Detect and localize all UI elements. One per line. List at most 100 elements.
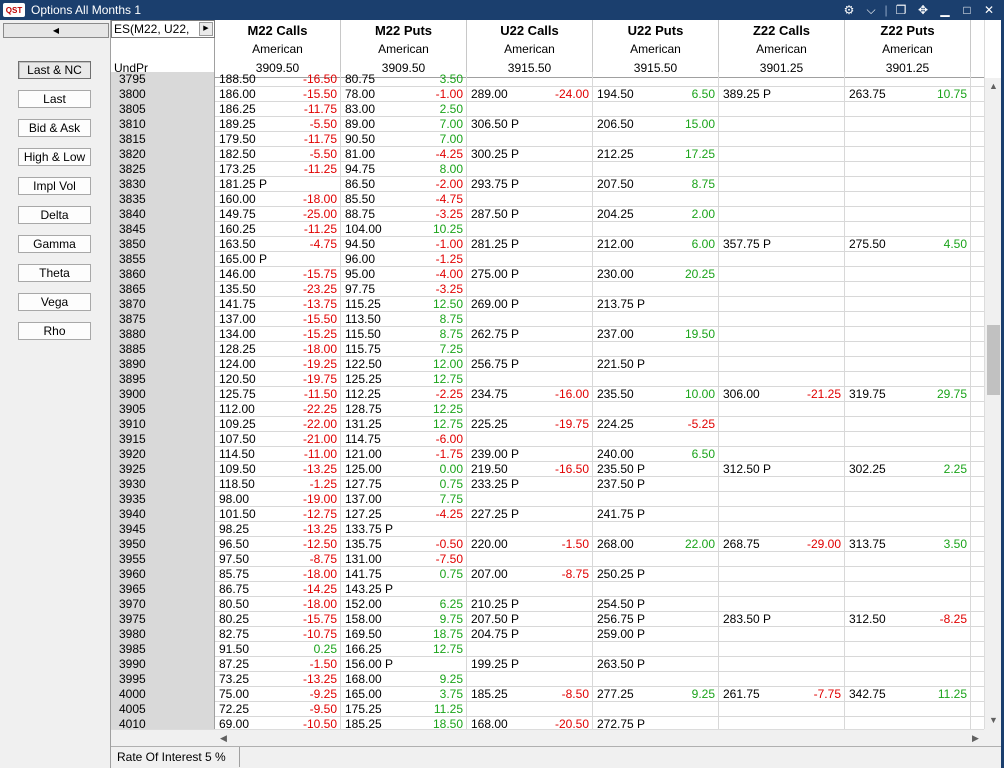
option-cell[interactable] [719, 447, 845, 462]
option-cell[interactable] [341, 567, 467, 582]
option-cell[interactable] [341, 447, 467, 462]
option-cell[interactable] [341, 642, 467, 657]
table-row[interactable]: 3845 160.25 -11.25 104.00 10.25 [111, 222, 984, 237]
view-button-theta[interactable]: Theta [18, 264, 91, 282]
option-cell[interactable] [719, 72, 845, 87]
option-cell[interactable] [593, 672, 719, 687]
option-cell[interactable] [467, 627, 593, 642]
option-cell[interactable] [845, 72, 971, 87]
option-cell[interactable] [593, 402, 719, 417]
option-cell[interactable] [719, 597, 845, 612]
option-cell[interactable] [341, 612, 467, 627]
option-cell[interactable] [341, 267, 467, 282]
option-cell[interactable] [215, 522, 341, 537]
table-row[interactable]: 3945 98.25 -13.25 133.75 P [111, 522, 984, 537]
option-cell[interactable] [593, 267, 719, 282]
option-cell[interactable] [593, 537, 719, 552]
option-cell[interactable] [467, 312, 593, 327]
option-cell[interactable] [215, 432, 341, 447]
option-cell[interactable] [845, 522, 971, 537]
option-cell[interactable] [215, 282, 341, 297]
option-cell[interactable] [215, 582, 341, 597]
column-header[interactable]: Z22 Calls American 3901.25 [719, 20, 845, 78]
table-row[interactable]: 3910 109.25 -22.00 131.25 12.75 225.25 -19.75 2… [111, 417, 984, 432]
option-cell[interactable] [593, 567, 719, 582]
table-row[interactable]: 3810 189.25 -5.50 89.00 7.00 306.50 P 206.50 15… [111, 117, 984, 132]
table-row[interactable]: 3855 165.00 P 96.00 -1.25 [111, 252, 984, 267]
column-header[interactable]: U22 Calls American 3915.50 [467, 20, 593, 78]
table-row[interactable]: 3960 85.75 -18.00 141.75 0.75 207.00 -8.75 250.… [111, 567, 984, 582]
table-row[interactable]: 3925 109.50 -13.25 125.00 0.00 219.50 -16.50 23… [111, 462, 984, 477]
option-cell[interactable] [593, 522, 719, 537]
option-cell[interactable] [719, 522, 845, 537]
option-cell[interactable] [593, 432, 719, 447]
option-cell[interactable] [719, 627, 845, 642]
option-cell[interactable] [341, 672, 467, 687]
option-cell[interactable] [467, 177, 593, 192]
option-cell[interactable] [845, 417, 971, 432]
option-cell[interactable] [719, 702, 845, 717]
option-cell[interactable] [341, 417, 467, 432]
option-cell[interactable] [467, 117, 593, 132]
view-button-vega[interactable]: Vega [18, 293, 91, 311]
option-cell[interactable] [215, 552, 341, 567]
option-cell[interactable] [719, 672, 845, 687]
option-cell[interactable] [845, 252, 971, 267]
table-row[interactable]: 4000 75.00 -9.25 165.00 3.75 185.25 -8.50 277.2… [111, 687, 984, 702]
option-cell[interactable] [467, 267, 593, 282]
option-cell[interactable] [719, 267, 845, 282]
option-cell[interactable] [719, 387, 845, 402]
option-cell[interactable] [719, 417, 845, 432]
option-cell[interactable] [341, 177, 467, 192]
vertical-scrollbar[interactable]: ▲ ▼ [984, 78, 1001, 729]
option-cell[interactable] [719, 687, 845, 702]
option-cell[interactable] [341, 402, 467, 417]
option-cell[interactable] [215, 507, 341, 522]
option-cell[interactable] [593, 642, 719, 657]
option-cell[interactable] [845, 237, 971, 252]
option-cell[interactable] [467, 657, 593, 672]
option-cell[interactable] [845, 177, 971, 192]
option-cell[interactable] [845, 507, 971, 522]
option-cell[interactable] [845, 402, 971, 417]
option-cell[interactable] [719, 537, 845, 552]
option-cell[interactable] [845, 327, 971, 342]
option-cell[interactable] [215, 402, 341, 417]
table-row[interactable]: 3890 124.00 -19.25 122.50 12.00 256.75 P 221.5… [111, 357, 984, 372]
option-cell[interactable] [719, 177, 845, 192]
option-cell[interactable] [719, 312, 845, 327]
table-row[interactable]: 3865 135.50 -23.25 97.75 -3.25 [111, 282, 984, 297]
option-cell[interactable] [845, 612, 971, 627]
view-button-bid-ask[interactable]: Bid & Ask [18, 119, 91, 137]
option-cell[interactable] [215, 492, 341, 507]
option-cell[interactable] [593, 477, 719, 492]
option-cell[interactable] [593, 342, 719, 357]
option-cell[interactable] [215, 132, 341, 147]
scroll-down-arrow[interactable]: ▼ [989, 715, 998, 725]
table-row[interactable]: 3830 181.25 P 86.50 -2.00 293.75 P 207.50 8.75 [111, 177, 984, 192]
option-cell[interactable] [719, 327, 845, 342]
option-cell[interactable] [845, 552, 971, 567]
table-row[interactable]: 3820 182.50 -5.50 81.00 -4.25 300.25 P 212.25 1… [111, 147, 984, 162]
option-cell[interactable] [845, 312, 971, 327]
option-cell[interactable] [845, 282, 971, 297]
option-cell[interactable] [845, 597, 971, 612]
option-cell[interactable] [215, 387, 341, 402]
table-row[interactable]: 3900 125.75 -11.50 112.25 -2.25 234.75 -16.00 2… [111, 387, 984, 402]
column-header[interactable]: M22 Calls American 3909.50 [215, 20, 341, 78]
option-cell[interactable] [593, 702, 719, 717]
option-cell[interactable] [215, 462, 341, 477]
option-cell[interactable] [341, 162, 467, 177]
table-row[interactable]: 3835 160.00 -18.00 85.50 -4.75 [111, 192, 984, 207]
option-cell[interactable] [845, 717, 971, 729]
option-cell[interactable] [593, 447, 719, 462]
option-cell[interactable] [215, 657, 341, 672]
option-cell[interactable] [593, 222, 719, 237]
option-cell[interactable] [845, 477, 971, 492]
table-row[interactable]: 3995 73.25 -13.25 168.00 9.25 [111, 672, 984, 687]
option-cell[interactable] [719, 717, 845, 729]
column-header[interactable]: Z22 Puts American 3901.25 [845, 20, 971, 78]
view-button-gamma[interactable]: Gamma [18, 235, 91, 253]
option-cell[interactable] [341, 432, 467, 447]
option-cell[interactable] [341, 687, 467, 702]
